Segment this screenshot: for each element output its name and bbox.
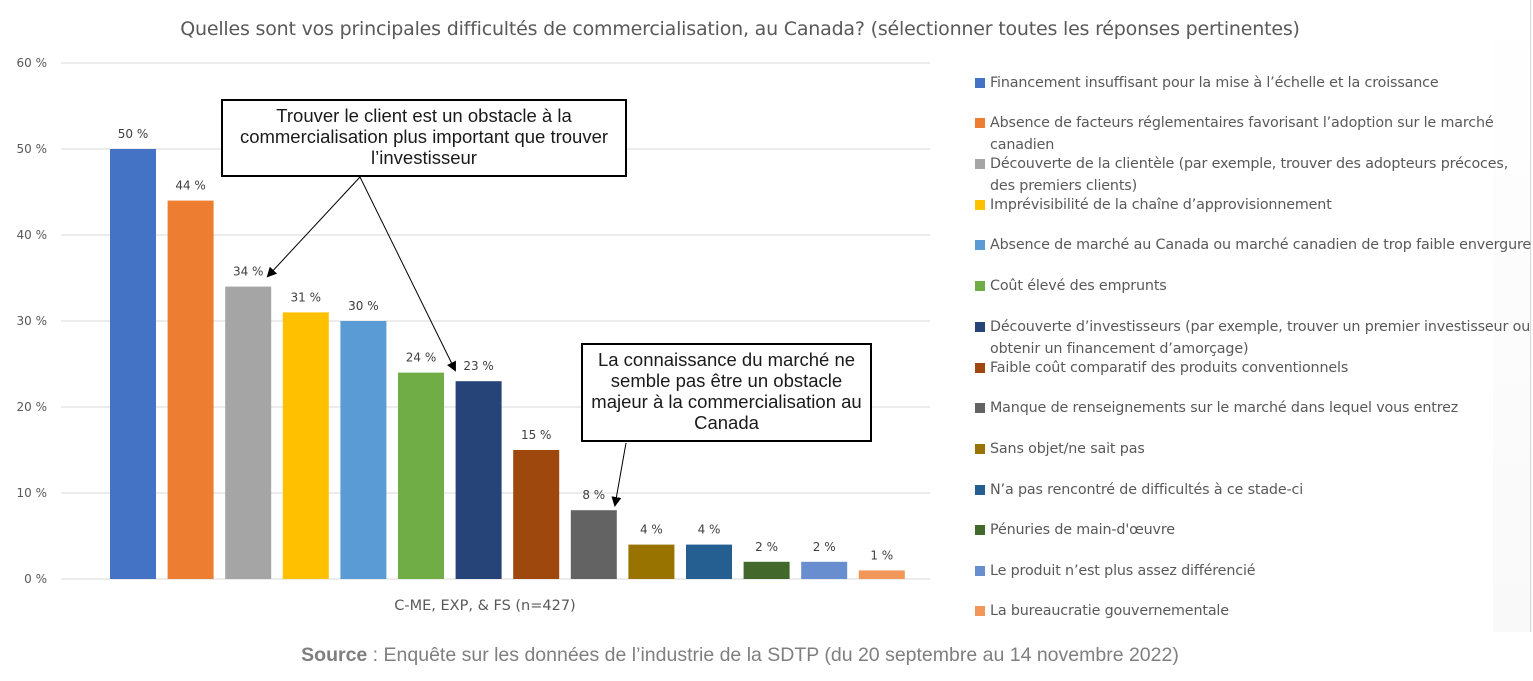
source-separator: : [367,644,384,666]
y-tick-label: 50 % [17,142,48,156]
bar [628,544,675,579]
data-label: 4 % [698,523,721,537]
bar [225,286,272,579]
legend-swatch-icon [975,363,985,373]
data-label: 30 % [348,299,379,313]
legend-label: Découverte de la clientèle (par exemple,… [990,156,1509,194]
x-axis-category-label: C-ME, EXP, & FS (n=427) [394,598,575,614]
legend-label: Absence de facteurs réglementaires favor… [990,115,1494,153]
bar [686,544,732,579]
legend-swatch-icon [975,566,985,576]
y-axis-ticks: 0 % 10 % 20 % 30 % 40 % 50 % 60 % [17,56,48,586]
legend-swatch-icon [975,78,985,88]
y-tick-label: 10 % [17,486,48,500]
legend-swatch-icon [975,159,985,169]
legend-item: Imprévisibilité de la chaîne d’approvisi… [975,194,1533,216]
legend-label: Absence de marché au Canada ou marché ca… [990,237,1532,253]
data-label: 4 % [640,523,663,537]
data-label: 23 % [463,359,494,373]
bar [282,312,329,579]
data-label: 50 % [118,127,149,141]
source-label: Source [301,644,368,666]
legend-item: La bureaucratie gouvernementale [975,600,1533,622]
legend-swatch-icon [975,525,985,535]
chart-title: Quelles sont vos principales difficultés… [180,18,1300,40]
legend-label: Pénuries de main-d'œuvre [990,522,1175,538]
legend-item: Absence de facteurs réglementaires favor… [975,112,1533,156]
source-text: Enquête sur les données de l’industrie d… [383,644,1179,666]
legend-item: Découverte d’investisseurs (par exemple,… [975,316,1533,360]
legend-label: Faible coût comparatif des produits conv… [990,360,1349,376]
data-label: 15 % [521,428,552,442]
data-label: 1 % [870,548,893,562]
legend-label: N’a pas rencontré de difficultés à ce st… [990,482,1304,498]
bar [455,381,502,579]
y-tick-label: 60 % [17,56,48,70]
data-label: 34 % [233,265,264,279]
legend-label: La bureaucratie gouvernementale [990,603,1229,619]
data-label: 8 % [582,488,605,502]
legend-swatch-icon [975,322,985,332]
legend-swatch-icon [975,403,985,413]
legend-label: Le produit n’est plus assez différencié [990,563,1256,579]
bar [743,561,790,579]
callout-arrow-to-investor-bar [359,176,456,372]
callout-arrow-to-customer-bar [266,176,361,278]
legend-item: Pénuries de main-d'œuvre [975,519,1533,541]
legend-label: Découverte d’investisseurs (par exemple,… [990,319,1531,357]
legend-item: Manque de renseignements sur le marché d… [975,397,1533,419]
background-decoration [1493,0,1533,681]
legend-item: Découverte de la clientèle (par exemple,… [975,153,1533,197]
y-tick-label: 30 % [17,314,48,328]
legend-swatch-icon [975,118,985,128]
bar [167,200,214,579]
source-note: Source : Enquête sur les données de l’in… [0,644,1480,667]
legend-item: Coût élevé des emprunts [975,275,1533,297]
data-label: 2 % [813,540,836,554]
legend-item: Faible coût comparatif des produits conv… [975,357,1533,379]
callout-arrow-to-market-bar [611,442,627,507]
bar [340,321,387,579]
bar [110,149,156,579]
legend-item: Absence de marché au Canada ou marché ca… [975,234,1533,256]
legend-item: Sans objet/ne sait pas [975,438,1533,460]
bar [398,372,444,579]
y-tick-label: 20 % [17,400,48,414]
bars [110,149,905,579]
data-label: 44 % [175,179,206,193]
data-label: 31 % [291,290,322,304]
frame-border [1530,0,1531,681]
bar [513,450,560,579]
data-label: 24 % [406,351,437,365]
footer-band [0,632,1533,681]
legend-item: Financement insuffisant pour la mise à l… [975,72,1533,94]
legend-swatch-icon [975,281,985,291]
legend-swatch-icon [975,200,985,210]
legend-item: Le produit n’est plus assez différencié [975,560,1533,582]
y-tick-label: 0 % [24,572,47,586]
bar [858,570,905,579]
bar [570,510,617,579]
data-label: 2 % [755,540,778,554]
data-labels: 50 % 44 % 34 % 31 % 30 % 24 % 23 % 15 % 8 % 4 % 4 … [118,127,893,562]
bar [801,561,848,579]
y-tick-label: 40 % [17,228,48,242]
legend-swatch-icon [975,606,985,616]
legend-label: Imprévisibilité de la chaîne d’approvisi… [990,197,1332,213]
legend-label: Sans objet/ne sait pas [990,441,1145,457]
legend-swatch-icon [975,485,985,495]
callout-market-knowledge: La connaissance du marché ne semble pas … [581,343,872,442]
legend-label: Coût élevé des emprunts [990,278,1167,294]
legend-swatch-icon [975,444,985,454]
legend-label: Manque de renseignements sur le marché d… [990,400,1459,416]
legend-swatch-icon [975,240,985,250]
legend-label: Financement insuffisant pour la mise à l… [990,75,1439,91]
bar-chart: 0 % 10 % 20 % 30 % 40 % 50 % 60 % 50 % 44 % 34 %… [17,56,930,614]
legend-item: N’a pas rencontré de difficultés à ce st… [975,479,1533,501]
callout-customer-vs-investor: Trouver le client est un obstacle à la c… [221,99,627,177]
